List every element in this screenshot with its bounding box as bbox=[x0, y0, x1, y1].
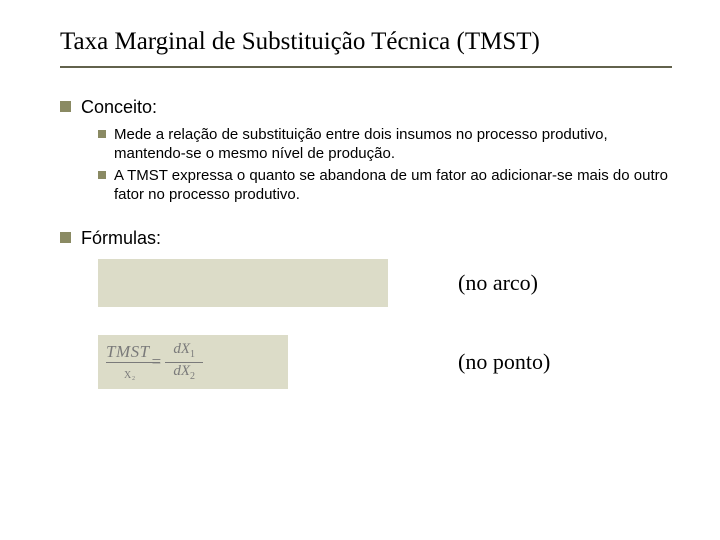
num-text: dX bbox=[173, 341, 190, 357]
bullet-conceito-item-1: Mede a relação de substituição entre doi… bbox=[98, 125, 672, 164]
fraction-numerator: dX1 bbox=[173, 342, 195, 361]
formula-row-ponto: TMST X₂ = dX1 dX2 (no ponto) bbox=[98, 335, 672, 389]
bullet-conceito: Conceito: bbox=[60, 96, 672, 119]
list-item-text: Mede a relação de substituição entre doi… bbox=[114, 125, 672, 164]
equation-lhs: TMST X₂ bbox=[106, 343, 150, 381]
formula-label-ponto: (no ponto) bbox=[458, 349, 550, 375]
equation-fraction: dX1 dX2 bbox=[165, 342, 203, 382]
bullet-formulas: Fórmulas: bbox=[60, 227, 672, 250]
section-heading: Fórmulas: bbox=[81, 227, 161, 250]
square-bullet-icon bbox=[60, 232, 71, 243]
slide-title: Taxa Marginal de Substituição Técnica (T… bbox=[60, 28, 672, 68]
square-bullet-icon bbox=[98, 130, 106, 138]
list-item-text: A TMST expressa o quanto se abandona de … bbox=[114, 166, 672, 205]
formula-placeholder-arco bbox=[98, 259, 388, 307]
fraction-denominator: dX2 bbox=[173, 364, 195, 383]
slide-container: Taxa Marginal de Substituição Técnica (T… bbox=[0, 0, 720, 540]
bullet-conceito-item-2: A TMST expressa o quanto se abandona de … bbox=[98, 166, 672, 205]
strike-line-icon bbox=[106, 362, 160, 363]
section-heading: Conceito: bbox=[81, 96, 157, 119]
formula-box-ponto: TMST X₂ = dX1 dX2 bbox=[98, 335, 288, 389]
den-sub: 2 bbox=[190, 371, 195, 382]
den-text: dX bbox=[173, 363, 190, 379]
formula-row-arco: (no arco) bbox=[98, 259, 672, 307]
square-bullet-icon bbox=[98, 171, 106, 179]
formula-label-arco: (no arco) bbox=[458, 270, 538, 296]
equation-lhs-text: TMST bbox=[106, 342, 150, 361]
equation-tmst: TMST X₂ = dX1 dX2 bbox=[98, 342, 288, 382]
num-sub: 1 bbox=[190, 349, 195, 360]
square-bullet-icon bbox=[60, 101, 71, 112]
equation-lhs-sub: X₂ bbox=[124, 370, 136, 381]
